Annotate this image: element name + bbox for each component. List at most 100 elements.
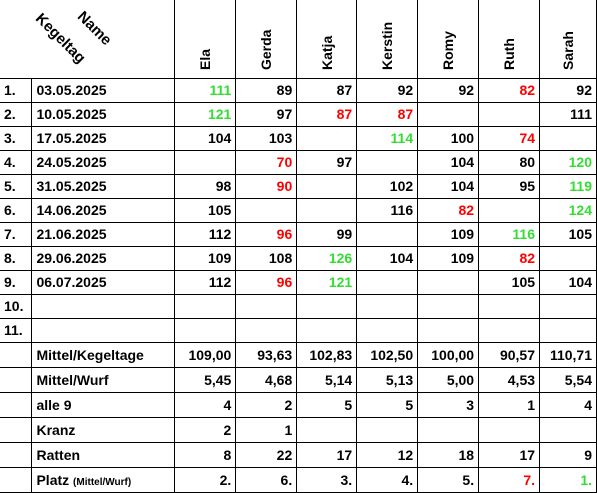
player-name: Ela (197, 48, 214, 70)
score-cell: 70 (235, 149, 298, 175)
stats-cell: 6. (235, 466, 298, 493)
score-cell: 98 (174, 173, 237, 199)
score-cell: 121 (296, 269, 358, 295)
game-date: 17.05.2025 (31, 125, 176, 151)
player-name: Gerda (258, 29, 275, 70)
player-header: Ruth (478, 0, 541, 79)
stats-label-text: Mittel/Kegeltage (36, 346, 144, 363)
score-cell (478, 293, 541, 319)
score-cell: 109 (417, 245, 480, 271)
corner-header: Name Kegeltag (0, 0, 176, 79)
game-date (31, 317, 176, 343)
stats-cell: 2 (174, 416, 237, 443)
stats-cell: 4. (356, 466, 419, 493)
stats-row: Mittel/Wurf 5,45 4,68 5,14 5,13 5,00 4,53 5,54 (0, 366, 597, 393)
stats-spacer (0, 391, 33, 418)
score-cell: 89 (235, 77, 298, 103)
game-date: 14.06.2025 (31, 197, 176, 223)
score-cell: 97 (235, 101, 298, 127)
row-number: 1. (0, 77, 33, 103)
score-cell: 112 (174, 221, 237, 247)
score-cell: 108 (235, 245, 298, 271)
score-cell: 105 (174, 197, 237, 223)
score-cell: 114 (356, 125, 419, 151)
player-header: Katja (296, 0, 358, 79)
stats-label: Kranz (31, 416, 176, 443)
stats-cell: 90,57 (478, 341, 541, 368)
score-cell: 97 (296, 149, 358, 175)
stats-cell: 7. (478, 466, 541, 493)
stats-cell: 4,53 (478, 366, 541, 393)
row-number: 3. (0, 125, 33, 151)
game-row: 1. 03.05.2025 111 89 87 92 92 82 92 (0, 77, 597, 103)
score-cell (296, 125, 358, 151)
stats-row: Kranz 2 1 (0, 416, 597, 443)
stats-cell (478, 416, 541, 443)
score-cell: 96 (235, 269, 298, 295)
stats-row: Mittel/Kegeltage 109,00 93,63 102,83 102,50 1… (0, 341, 597, 368)
score-cell: 105 (478, 269, 541, 295)
row-number: 11. (0, 317, 33, 343)
stats-cell (539, 416, 597, 443)
score-cell (356, 269, 419, 295)
score-cell (356, 317, 419, 343)
score-cell (417, 293, 480, 319)
stats-cell: 17 (296, 441, 358, 468)
stats-cell: 5,45 (174, 366, 237, 393)
score-cell: 104 (417, 149, 480, 175)
score-cell: 119 (539, 173, 597, 199)
score-cell: 82 (417, 197, 480, 223)
stats-cell: 8 (174, 441, 237, 468)
stats-cell: 9 (539, 441, 597, 468)
stats-cell: 5 (296, 391, 358, 418)
stats-cell: 102,83 (296, 341, 358, 368)
score-cell: 120 (539, 149, 597, 175)
score-cell: 100 (417, 125, 480, 151)
stats-cell: 18 (417, 441, 480, 468)
score-cell: 92 (417, 77, 480, 103)
header-row: Name Kegeltag Ela Gerda Katja Kerstin Romy Ruth… (0, 0, 597, 79)
game-row: 10. (0, 293, 597, 319)
score-cell (174, 149, 237, 175)
score-cell: 74 (478, 125, 541, 151)
stats-label: Platz (Mittel/Wurf) (31, 466, 176, 493)
score-cell: 105 (539, 221, 597, 247)
player-header: Kerstin (356, 0, 419, 79)
score-cell (235, 317, 298, 343)
row-number: 6. (0, 197, 33, 223)
stats-cell: 93,63 (235, 341, 298, 368)
game-date: 10.05.2025 (31, 101, 176, 127)
game-row: 5. 31.05.2025 98 90 102 104 95 119 (0, 173, 597, 199)
score-cell (235, 197, 298, 223)
score-cell: 87 (296, 101, 358, 127)
score-cell: 104 (174, 125, 237, 151)
stats-label-text: alle 9 (36, 396, 72, 413)
stats-spacer (0, 441, 33, 468)
score-cell (356, 221, 419, 247)
score-cell: 111 (539, 101, 597, 127)
score-cell: 87 (356, 101, 419, 127)
score-cell (539, 317, 597, 343)
game-row: 7. 21.06.2025 112 96 99 109 116 105 (0, 221, 597, 247)
score-cell (296, 317, 358, 343)
score-cell (417, 317, 480, 343)
game-date: 03.05.2025 (31, 77, 176, 103)
game-row: 11. (0, 317, 597, 343)
stats-spacer (0, 416, 33, 443)
score-cell (235, 293, 298, 319)
stats-label-text: Mittel/Wurf (36, 371, 109, 388)
player-header: Romy (417, 0, 480, 79)
score-cell (539, 125, 597, 151)
row-number: 9. (0, 269, 33, 295)
game-date (31, 293, 176, 319)
score-cell: 104 (356, 245, 419, 271)
score-cell: 90 (235, 173, 298, 199)
stats-row: Platz (Mittel/Wurf) 2. 6. 3. 4. 5. 7. 1. (0, 466, 597, 493)
stats-cell: 1 (235, 416, 298, 443)
score-cell: 92 (356, 77, 419, 103)
score-cell: 112 (174, 269, 237, 295)
stats-cell: 1. (539, 466, 597, 493)
